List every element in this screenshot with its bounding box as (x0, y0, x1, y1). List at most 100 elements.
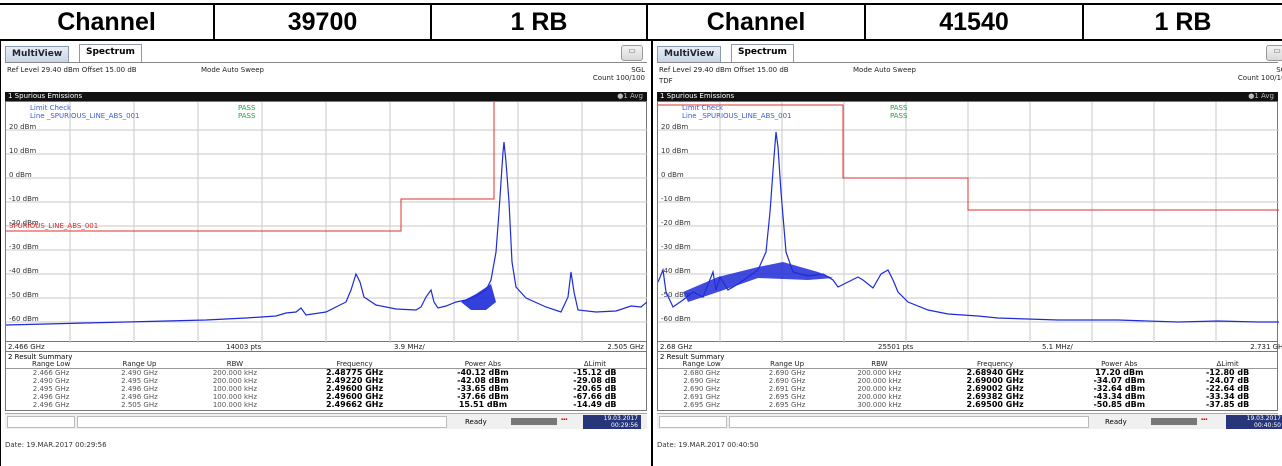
cell: 200.000 kHz (857, 393, 902, 401)
cell: -50.85 dBm (1093, 400, 1146, 409)
cell: 2.690 GHz (683, 385, 720, 393)
cell: 2.690 GHz (768, 377, 806, 385)
spectrum-plot-svg: 20 dBm 10 dBm 0 dBm -10 dBm -20 dBm -30 … (658, 102, 1279, 343)
cell: 2.49600 GHz (325, 392, 384, 401)
trace-fill (461, 284, 496, 310)
cell: -67.66 dB (573, 392, 617, 401)
status-ready: Ready (465, 418, 487, 426)
cell: 2.69000 GHz (966, 376, 1024, 385)
status-field[interactable] (7, 416, 75, 428)
table-header-row: Range Low Range Up RBW Frequency Power A… (6, 360, 646, 369)
trace-title: 1 Spurious Emissions (660, 92, 735, 100)
legend-line: Line _SPURIOUS_LINE_ABS_001 (30, 112, 140, 120)
freq-start: 2.68 GHz (660, 343, 693, 351)
cell: 200.000 kHz (212, 369, 257, 377)
y-axis-ticks: 20 dBm 10 dBm 0 dBm -10 dBm -20 dBm -30 … (9, 123, 39, 323)
cell: 17.20 dBm (1095, 368, 1144, 377)
cell: 100.000 kHz (212, 401, 257, 409)
col-header: Frequency (287, 360, 423, 369)
cell: 2.496 GHz (32, 401, 70, 409)
cell: 2.690 GHz (768, 369, 806, 377)
y-tick: -40 dBm (661, 267, 691, 275)
cell: -22.64 dB (1205, 384, 1250, 393)
y-tick: -20 dBm (9, 219, 39, 227)
status-ready: Ready (1105, 418, 1127, 426)
status-datetime: 19.03.2017 00:29:56 (583, 415, 641, 429)
cell: 2.690 GHz (683, 377, 720, 385)
table-header-row: Range Low Range Up RBW Frequency Power A… (658, 360, 1277, 369)
rf-indicator-icon: ▪▪▪ (1201, 417, 1208, 423)
window-control-button[interactable]: ▭ (621, 45, 643, 61)
tab-spectrum[interactable]: Spectrum (731, 44, 794, 62)
window-control-button[interactable]: ▭ (1266, 45, 1282, 61)
cell: -12.80 dB (1205, 368, 1250, 377)
col-header: Range Low (658, 360, 746, 369)
status-input-field[interactable] (77, 416, 447, 428)
cell: 2.496 GHz (121, 385, 158, 393)
table-row: 2.695 GHz 2.695 GHz 300.000 kHz 2.69500 GHz… (658, 400, 1277, 410)
spectrum-plot-svg: 20 dBm 10 dBm 0 dBm -10 dBm -20 dBm -30 … (6, 102, 647, 343)
col-header: RBW (182, 360, 288, 369)
footer-date: Date: 19.MAR.2017 00:29:56 (5, 441, 107, 449)
cell: 2.505 GHz (121, 401, 158, 409)
grid-lines (658, 102, 1279, 343)
cell: 2.68940 GHz (966, 368, 1024, 377)
cell: -33.65 dBm (457, 384, 509, 393)
y-tick: -20 dBm (661, 219, 691, 227)
cell: 2.69002 GHz (966, 384, 1024, 393)
tab-multiview[interactable]: MultiView (5, 46, 70, 62)
y-tick: 10 dBm (661, 147, 688, 155)
pass-indicator: PASS (238, 112, 256, 120)
cell: 2.691 GHz (683, 393, 720, 401)
cell: 2.490 GHz (121, 369, 158, 377)
table-row: 2.490 GHz 2.495 GHz 200.000 kHz 2.49220 GHz… (6, 376, 646, 386)
pass-indicator: PASS (890, 104, 908, 112)
rf-indicator-icon: ▪▪▪ (561, 417, 568, 423)
cell: 2.496 GHz (121, 393, 158, 401)
legend-limit-check: Limit Check (682, 104, 724, 112)
cell: 2.496 GHz (32, 393, 70, 401)
measurement-info-bar: Ref Level 29.40 dBm Offset 15.00 dB Mode… (657, 62, 1282, 88)
freq-span: 5.1 MHz/ (1042, 343, 1073, 351)
col-header: Frequency (929, 360, 1061, 369)
col-header: Range Up (745, 360, 829, 369)
sweep-mode-label: Mode Auto Sweep (853, 66, 916, 74)
channel-label-left: Channel (0, 5, 215, 39)
y-tick: 20 dBm (9, 123, 36, 131)
trace-title: 1 Spurious Emissions (8, 92, 83, 100)
status-input-field[interactable] (729, 416, 1089, 428)
cell: -37.85 dB (1205, 400, 1250, 409)
status-field[interactable] (659, 416, 727, 428)
pass-indicator: PASS (890, 112, 908, 120)
cell: -43.34 dBm (1093, 392, 1146, 401)
status-date: 19.03.2017 (603, 415, 638, 422)
cell: 2.49600 GHz (325, 384, 384, 393)
channel-number-left: 39700 (215, 5, 432, 39)
freq-span: 3.9 MHz/ (394, 343, 425, 351)
y-tick: -30 dBm (661, 243, 691, 251)
trace-fill (683, 262, 833, 302)
y-axis-ticks: 20 dBm 10 dBm 0 dBm -10 dBm -20 dBm -30 … (661, 123, 691, 323)
cell: 2.680 GHz (683, 369, 720, 377)
cell: 2.695 GHz (683, 401, 720, 409)
spectrum-plot[interactable]: 20 dBm 10 dBm 0 dBm -10 dBm -20 dBm -30 … (5, 101, 647, 343)
grid-lines (6, 102, 647, 343)
y-tick: -60 dBm (661, 315, 691, 323)
tab-spectrum[interactable]: Spectrum (79, 44, 142, 62)
freq-stop: 2.505 GHz (607, 343, 644, 351)
cell: -29.08 dB (573, 376, 617, 385)
legend-limit-check: Limit Check (30, 104, 72, 112)
cell: 2.490 GHz (32, 377, 70, 385)
channel-label-right: Channel (648, 5, 866, 39)
status-date: 19.03.2017 (1246, 415, 1281, 422)
cell: 2.695 GHz (768, 393, 806, 401)
tab-multiview[interactable]: MultiView (657, 46, 722, 62)
legend: Limit Check Line _SPURIOUS_LINE_ABS_001 … (9, 104, 256, 230)
cell: 2.49662 GHz (325, 400, 384, 409)
cell: -20.65 dB (573, 384, 617, 393)
y-tick: -50 dBm (9, 291, 39, 299)
legend-line: Line _SPURIOUS_LINE_ABS_001 (682, 112, 792, 120)
spectrum-plot[interactable]: 20 dBm 10 dBm 0 dBm -10 dBm -20 dBm -30 … (657, 101, 1279, 343)
avg-indicator: ●1 Avg (1248, 92, 1274, 100)
